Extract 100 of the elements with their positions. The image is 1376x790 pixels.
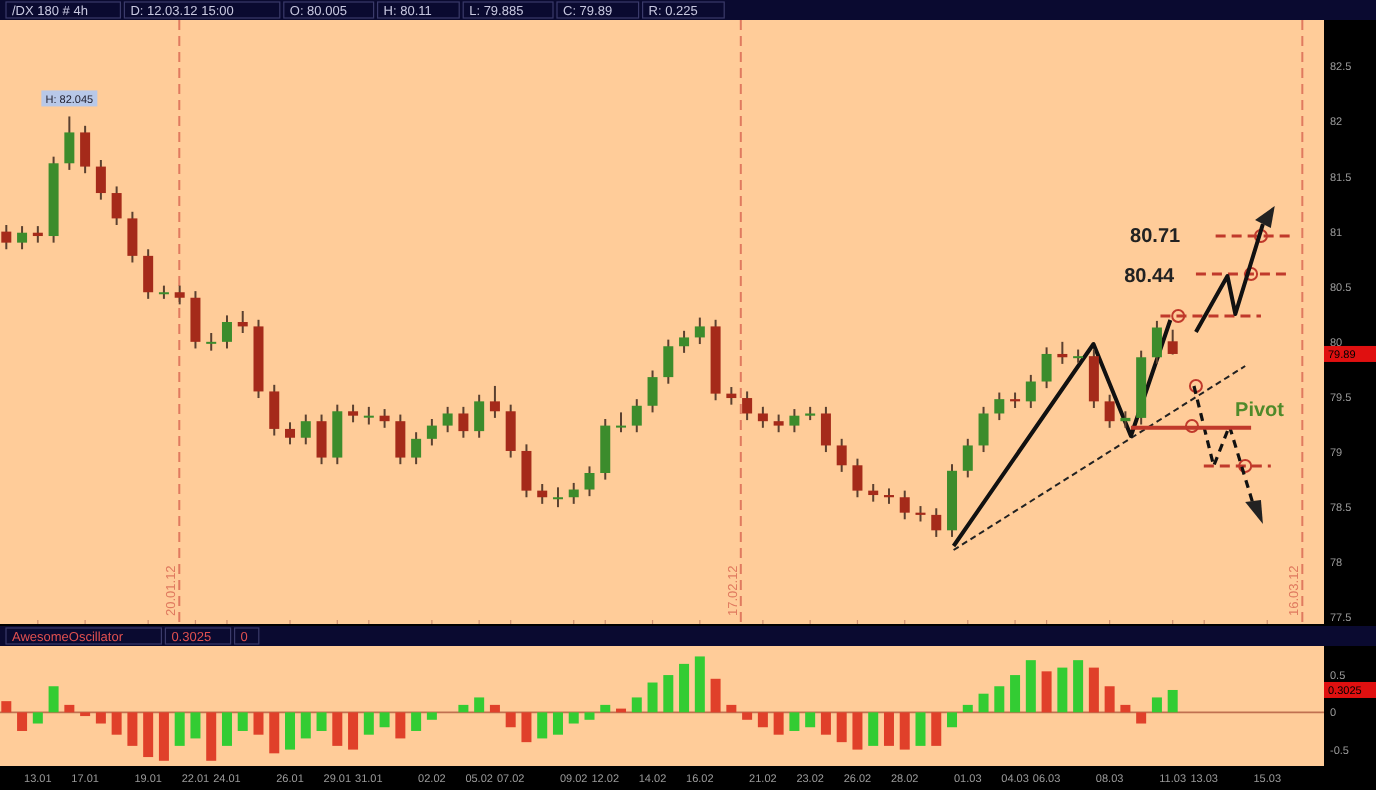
candlestick <box>1104 393 1115 429</box>
bar <box>679 663 690 713</box>
candlestick <box>206 332 217 352</box>
bar <box>474 697 485 713</box>
bar <box>805 712 816 728</box>
candlestick <box>1151 319 1162 365</box>
candlestick <box>395 413 406 466</box>
candlestick <box>537 483 548 505</box>
bar <box>947 712 958 728</box>
bar <box>631 697 642 713</box>
candlestick <box>647 369 658 414</box>
bar <box>332 712 343 746</box>
bar <box>962 704 973 713</box>
bar <box>584 712 595 720</box>
candlestick <box>631 398 642 434</box>
bar <box>127 712 138 746</box>
candlestick <box>852 457 863 499</box>
bar <box>48 686 59 713</box>
candlestick <box>285 421 296 446</box>
bar <box>158 712 169 761</box>
bar <box>552 712 563 735</box>
candlestick <box>552 486 563 509</box>
bar <box>363 712 374 735</box>
bar <box>190 712 201 739</box>
candlestick <box>505 403 516 459</box>
candlestick <box>316 413 327 466</box>
bar <box>994 686 1005 713</box>
bar <box>1025 660 1036 713</box>
bar <box>1057 667 1068 713</box>
candlestick <box>489 384 500 419</box>
candlestick <box>899 489 910 521</box>
bar <box>694 656 705 713</box>
bar <box>1073 660 1084 713</box>
candlestick <box>143 248 154 300</box>
bar <box>1 701 12 713</box>
bar <box>726 704 737 713</box>
candlestick <box>883 487 894 505</box>
candlestick <box>931 507 942 538</box>
bar <box>899 712 910 750</box>
candlestick <box>458 405 469 439</box>
bar <box>395 712 406 739</box>
bar <box>836 712 847 743</box>
candlestick <box>363 405 374 426</box>
candlestick <box>600 417 611 481</box>
bar <box>1010 675 1021 713</box>
candlestick <box>978 405 989 454</box>
bar <box>663 675 674 713</box>
candlestick <box>1025 373 1036 409</box>
candlestick <box>1057 340 1068 365</box>
candlestick <box>694 316 705 346</box>
bar <box>285 712 296 750</box>
bar <box>537 712 548 739</box>
bar <box>820 712 831 735</box>
bar <box>174 712 185 746</box>
bar <box>883 712 894 746</box>
candlestick <box>190 290 201 350</box>
bar <box>1104 686 1115 713</box>
candlestick <box>95 158 106 201</box>
candlestick <box>442 405 453 434</box>
annotation: 80.71 <box>1130 226 1182 248</box>
candlestick <box>789 408 800 434</box>
bar <box>757 712 768 728</box>
bar <box>789 712 800 731</box>
candlestick <box>568 481 579 505</box>
bar <box>253 712 264 735</box>
bar <box>348 712 359 750</box>
bar <box>489 704 500 713</box>
bar <box>915 712 926 746</box>
bar <box>1120 704 1131 713</box>
bar <box>458 704 469 713</box>
bar <box>111 712 122 735</box>
candlestick <box>663 338 674 385</box>
bar <box>1088 667 1099 713</box>
candlestick <box>584 465 595 498</box>
bar <box>600 704 611 713</box>
candlestick <box>237 309 248 335</box>
bar <box>773 712 784 735</box>
bar <box>742 712 753 720</box>
bar <box>411 712 422 731</box>
bar <box>978 693 989 713</box>
bar <box>221 712 232 746</box>
bar <box>1136 712 1147 724</box>
bar <box>1151 697 1162 713</box>
candlestick <box>962 437 973 479</box>
candlestick <box>836 437 847 473</box>
bar <box>237 712 248 731</box>
bar <box>426 712 437 720</box>
candlestick <box>679 329 690 354</box>
bar <box>300 712 311 739</box>
annotation: 80.44 <box>1124 266 1176 288</box>
candlestick <box>269 383 280 437</box>
candlestick <box>127 210 138 264</box>
candlestick <box>221 314 232 350</box>
candlestick <box>1 224 12 251</box>
bar <box>316 712 327 731</box>
bar <box>206 712 217 761</box>
bar <box>931 712 942 746</box>
ref-line-label: Pivot <box>1235 399 1286 422</box>
candlestick <box>174 284 185 306</box>
bar <box>32 712 43 724</box>
